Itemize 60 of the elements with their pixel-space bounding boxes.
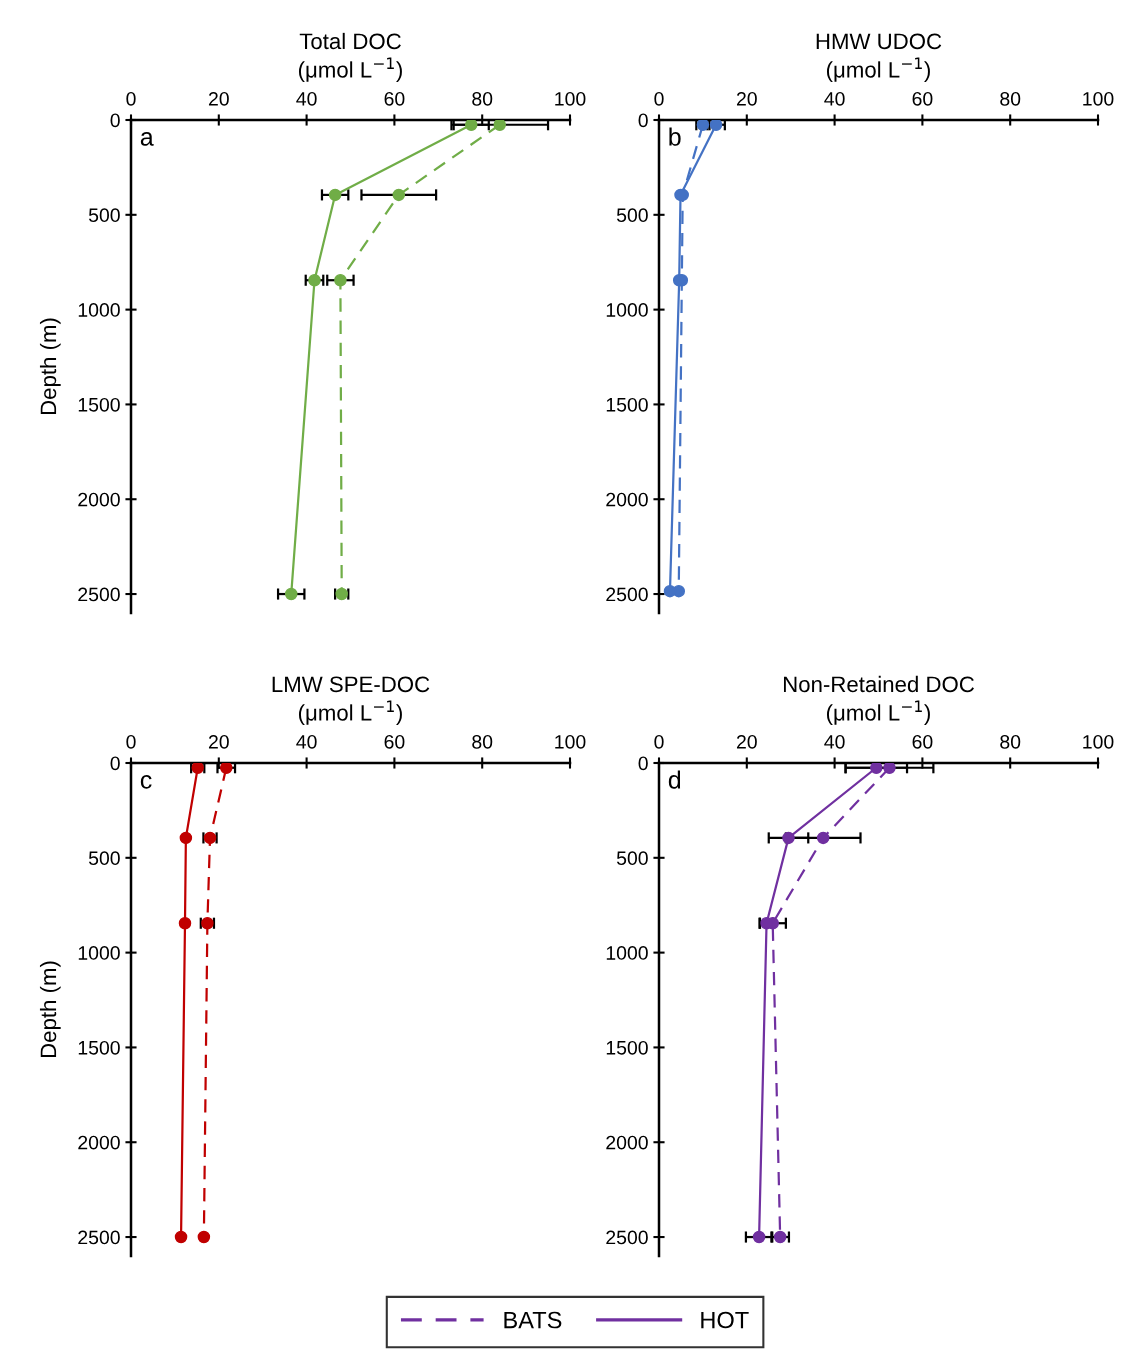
y-tick-label: 500 <box>616 208 648 223</box>
x-tick-label: 80 <box>1000 91 1021 106</box>
y-axis-title: Depth (m) <box>39 318 61 415</box>
y-tick-label: 2000 <box>78 492 120 507</box>
x-axis-title: HMW UDOC (μmol L$^{−1}$) <box>816 33 942 83</box>
x-axis-title: LMW SPE-DOC (μmol L$^{−1}$) <box>272 676 430 726</box>
x-tick-label: 80 <box>472 91 493 106</box>
y-tick-label: 2000 <box>606 1135 648 1150</box>
x-tick-label: 80 <box>1000 734 1021 749</box>
x-tick-label: 20 <box>736 91 757 106</box>
y-tick-label: 500 <box>616 851 648 866</box>
x-tick-label: 80 <box>472 734 493 749</box>
x-tick-label: 60 <box>384 91 405 106</box>
y-tick-label: 1500 <box>78 397 120 412</box>
x-tick-label: 0 <box>126 734 136 749</box>
y-tick-label: 1000 <box>606 303 648 317</box>
legend-label: HOT <box>701 1311 749 1329</box>
annotation: d <box>668 770 681 789</box>
y-tick-label: 0 <box>110 113 120 128</box>
x-tick-label: 60 <box>912 91 933 106</box>
x-tick-label: 40 <box>824 91 845 106</box>
y-tick-label: 1000 <box>78 946 120 960</box>
x-tick-label: 20 <box>736 734 757 749</box>
x-tick-label: 0 <box>126 91 136 106</box>
y-tick-label: 2500 <box>606 587 648 602</box>
x-tick-label: 40 <box>824 734 845 749</box>
annotation: a <box>140 132 154 146</box>
y-axis-title: Depth (m) <box>39 961 61 1058</box>
y-tick-label: 500 <box>88 851 120 866</box>
y-tick-label: 0 <box>638 113 648 128</box>
x-axis-title: Non-Retained DOC (μmol L$^{−1}$) <box>783 675 974 726</box>
y-tick-label: 0 <box>638 756 648 771</box>
y-tick-label: 1500 <box>78 1040 120 1055</box>
y-tick-label: 500 <box>88 208 120 223</box>
y-tick-label: 1500 <box>606 1040 648 1055</box>
x-tick-label: 100 <box>1083 734 1114 749</box>
y-tick-label: 2500 <box>78 1230 120 1245</box>
y-tick-label: 1500 <box>606 397 648 412</box>
legend-label: BATS <box>504 1311 562 1329</box>
y-tick-label: 1000 <box>606 946 648 960</box>
y-tick-label: 0 <box>110 756 120 771</box>
x-tick-label: 40 <box>296 734 317 749</box>
x-tick-label: 0 <box>654 734 664 749</box>
x-tick-label: 20 <box>208 91 229 106</box>
x-axis-title: Total DOC (μmol L$^{−1}$) <box>298 32 402 83</box>
x-tick-label: 60 <box>912 734 933 749</box>
x-tick-label: 100 <box>1083 91 1114 106</box>
y-tick-label: 2000 <box>78 1135 120 1150</box>
x-tick-label: 100 <box>555 91 586 106</box>
y-tick-label: 1000 <box>78 303 120 317</box>
x-tick-label: 40 <box>296 91 317 106</box>
x-tick-label: 60 <box>384 734 405 749</box>
y-tick-label: 2500 <box>606 1230 648 1245</box>
x-tick-label: 20 <box>208 734 229 749</box>
y-tick-label: 2500 <box>78 587 120 602</box>
annotation: b <box>669 127 681 146</box>
annotation: c <box>140 775 152 789</box>
y-tick-label: 2000 <box>606 492 648 507</box>
x-tick-label: 0 <box>654 91 664 106</box>
x-tick-label: 100 <box>555 734 586 749</box>
